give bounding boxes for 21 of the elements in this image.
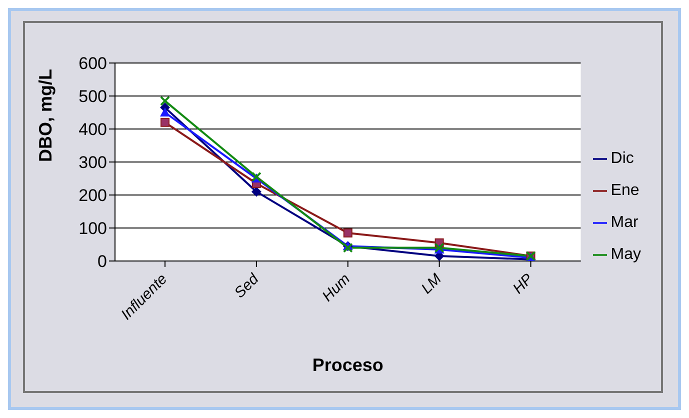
x-axis-title: Proceso (312, 355, 384, 375)
y-tick-label: 600 (78, 54, 107, 74)
point (343, 228, 352, 238)
y-axis-title: DBO, mg/L (35, 69, 56, 162)
x-tick-label: Sed (231, 270, 263, 302)
point (251, 186, 262, 197)
y-tick-label: 0 (98, 252, 107, 272)
y-tick-label: 200 (78, 186, 107, 206)
x-tick-label: LM (418, 270, 446, 298)
y-tick-label: 100 (78, 219, 107, 238)
y-tick-label: 500 (78, 87, 107, 106)
point (160, 96, 170, 106)
legend-label: Dic (610, 150, 634, 167)
legend-label: May (610, 246, 641, 263)
legend-label: Ene (610, 182, 640, 199)
y-tick-label: 300 (78, 153, 107, 172)
point (160, 118, 170, 127)
y-tick-label: 400 (78, 120, 107, 140)
legend-label: Mar (610, 214, 638, 231)
point (160, 108, 170, 116)
x-tick-label: HP (510, 270, 536, 298)
